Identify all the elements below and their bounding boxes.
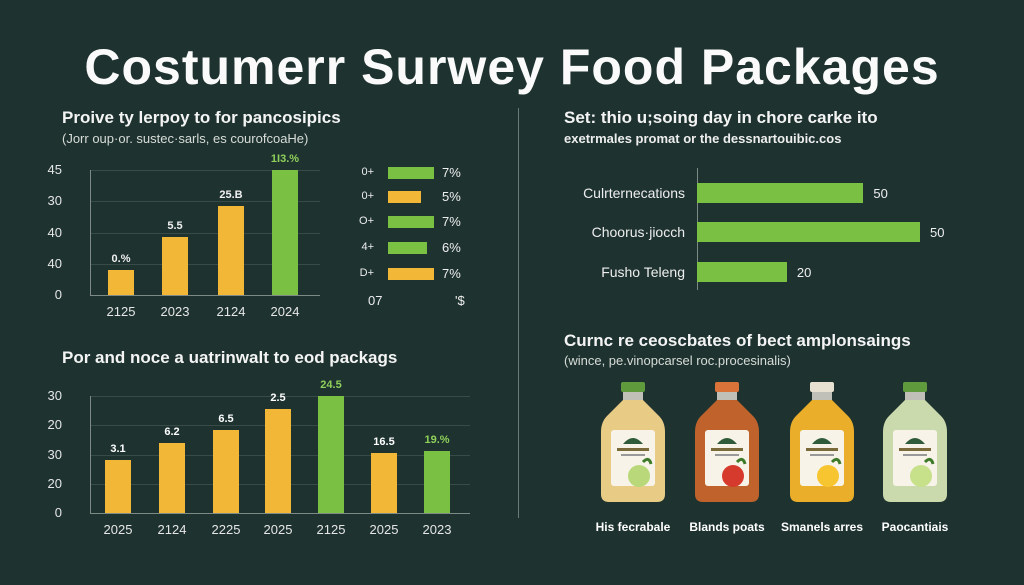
y-tick-label: 30 (47, 388, 62, 403)
data-label: 25.B (219, 189, 243, 202)
x-tick-label: 2025 (369, 522, 399, 537)
legend-bar (388, 191, 421, 203)
chart1-subtitle: (Jorr oup·or. sustec·sarls, es courofcoa… (62, 131, 309, 146)
data-label: 0.% (111, 253, 131, 265)
legend-label: 0+ (361, 166, 374, 178)
gridline (90, 396, 470, 397)
legend-label: D+ (359, 267, 374, 279)
legend-value: 7% (442, 214, 461, 229)
chart2-title: Por and noce a uatrinwalt to eod packags (62, 348, 398, 367)
data-label: 16.5 (373, 435, 395, 448)
package-bottle (599, 382, 667, 504)
legend-value: 7% (442, 165, 461, 180)
data-label: 6.2 (164, 425, 180, 438)
x-tick-label: 2125 (106, 304, 136, 319)
legend-value: 5% (442, 189, 461, 204)
legend-bar (388, 216, 434, 228)
legend-bar (388, 268, 434, 280)
data-label: 20 (796, 265, 812, 280)
data-label: 3.1 (110, 442, 126, 455)
bar (371, 452, 397, 513)
y-tick-label: 0 (54, 287, 62, 302)
x-tick-label: 2024 (270, 304, 300, 319)
legend-value: 6% (442, 240, 461, 255)
bar (697, 262, 787, 282)
package-bottle (881, 382, 949, 504)
legend-label: 4+ (361, 241, 374, 253)
bar-label: Fusho Teleng (601, 264, 685, 280)
data-label: 1I3.% (270, 153, 300, 165)
bar (159, 442, 185, 513)
package-label: His fecrabale (595, 520, 671, 534)
y-tick-label: 45 (47, 162, 62, 177)
package-label: Blands poats (689, 520, 765, 534)
x-tick-label: 2025 (263, 522, 293, 537)
bar (265, 408, 291, 513)
y-tick-label: 20 (47, 475, 62, 491)
bar (213, 429, 239, 513)
legend-label: O+ (359, 215, 374, 227)
x-axis (90, 513, 470, 514)
section-divider (518, 108, 519, 518)
data-label: 24.5 (320, 379, 342, 391)
y-tick-label: 30 (47, 446, 62, 462)
chart3-title: Set: thio u;soing day in chore carke ito (564, 108, 878, 127)
bar (218, 206, 244, 295)
y-tick-label: 40 (47, 224, 62, 240)
data-label: 19.% (424, 433, 450, 446)
bar (697, 222, 920, 242)
package-bottle (788, 382, 856, 504)
gridline (90, 201, 320, 203)
x-tick-label: 2124 (157, 522, 187, 537)
data-label: 5.5 (167, 219, 183, 232)
mini-footer-right: '$ (455, 293, 465, 308)
bar (272, 170, 298, 295)
legend-bar (388, 167, 434, 179)
packages-title: Curnc re ceoscbates of bect amplonsaings (564, 331, 911, 350)
package-label: Smanels arres (780, 520, 864, 534)
bar (318, 396, 344, 513)
legend-bar (388, 242, 428, 254)
y-tick-label: 20 (47, 417, 62, 433)
x-tick-label: 2023 (160, 304, 190, 319)
bar-label: Choorus·jiocch (591, 224, 685, 240)
bar (697, 183, 864, 203)
page-title: Costumerr Surwey Food Packages (84, 39, 940, 95)
y-axis (90, 396, 91, 513)
x-tick-label: 2025 (103, 522, 133, 537)
data-label: 2.5 (270, 391, 286, 404)
mini-footer-left: 07 (368, 293, 383, 308)
x-tick-label: 2125 (316, 522, 346, 537)
package-label: Paocantiais (881, 520, 949, 534)
legend-value: 7% (442, 266, 461, 281)
y-tick-label: 40 (47, 255, 62, 271)
data-label: 50 (873, 186, 888, 201)
y-tick-label: 0 (54, 505, 62, 520)
gridline (90, 263, 320, 265)
bar-label: Culrternecations (583, 185, 685, 201)
bar (105, 459, 131, 513)
data-label: 50 (930, 225, 945, 240)
bar (162, 236, 188, 295)
chart3-subtitle: exetrmales promat or the dessnartouibic.… (564, 131, 842, 146)
x-tick-label: 2023 (422, 522, 452, 537)
y-axis (90, 170, 91, 295)
y-tick-label: 30 (47, 193, 62, 209)
gridline (90, 232, 320, 234)
x-tick-label: 2225 (211, 522, 241, 537)
bar (424, 450, 450, 513)
legend-label: 0+ (361, 190, 374, 202)
x-axis (90, 295, 320, 296)
x-tick-label: 2124 (216, 304, 246, 319)
data-label: 6.5 (218, 412, 234, 425)
packages-subtitle: (wince, pe.vinopcarsel roc.procesinalis) (564, 353, 791, 368)
gridline (90, 170, 320, 171)
package-bottle (693, 382, 761, 504)
bar (108, 270, 134, 295)
chart1-title: Proive ty lerpoy to for pancosipics (62, 108, 341, 127)
